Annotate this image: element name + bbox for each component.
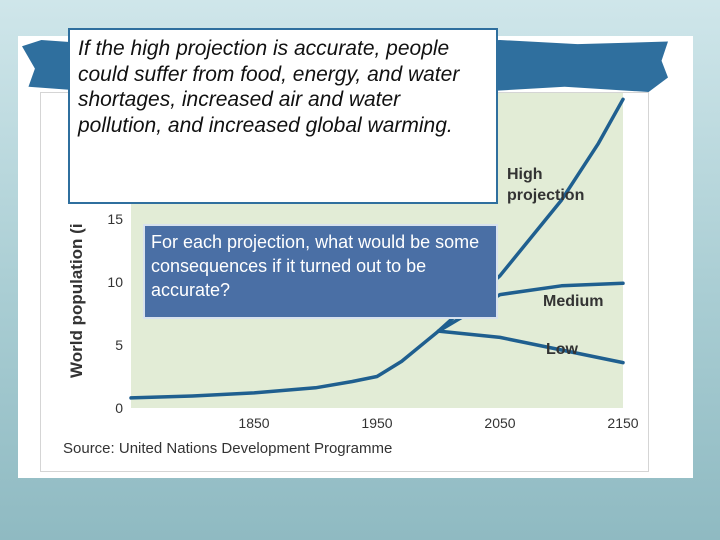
x-tick-layer: 1850 1950 2050 2150 [238, 415, 638, 431]
series-line-low [436, 329, 625, 365]
y-tick-label: 5 [115, 337, 123, 353]
callout-high-projection: If the high projection is accurate, peop… [68, 28, 498, 204]
series-line-history [129, 329, 441, 400]
x-tick-label: 1950 [361, 415, 392, 431]
series-label-low: Low [546, 341, 579, 358]
source-text: Source: United Nations Development Progr… [63, 440, 392, 457]
series-label-medium: Medium [543, 293, 603, 310]
series-label-layer: High projection Medium Low [507, 166, 603, 358]
question-box: For each projection, what would be some … [143, 224, 498, 319]
x-tick-label: 2150 [607, 415, 638, 431]
series-label-high-projection: High projection [507, 166, 584, 204]
x-tick-label: 2050 [484, 415, 515, 431]
x-tick-label: 1850 [238, 415, 269, 431]
y-tick-label: 10 [107, 274, 123, 290]
y-tick-label: 0 [115, 400, 123, 416]
y-tick-label: 15 [107, 211, 123, 227]
y-axis-label: World population (i [67, 223, 86, 378]
